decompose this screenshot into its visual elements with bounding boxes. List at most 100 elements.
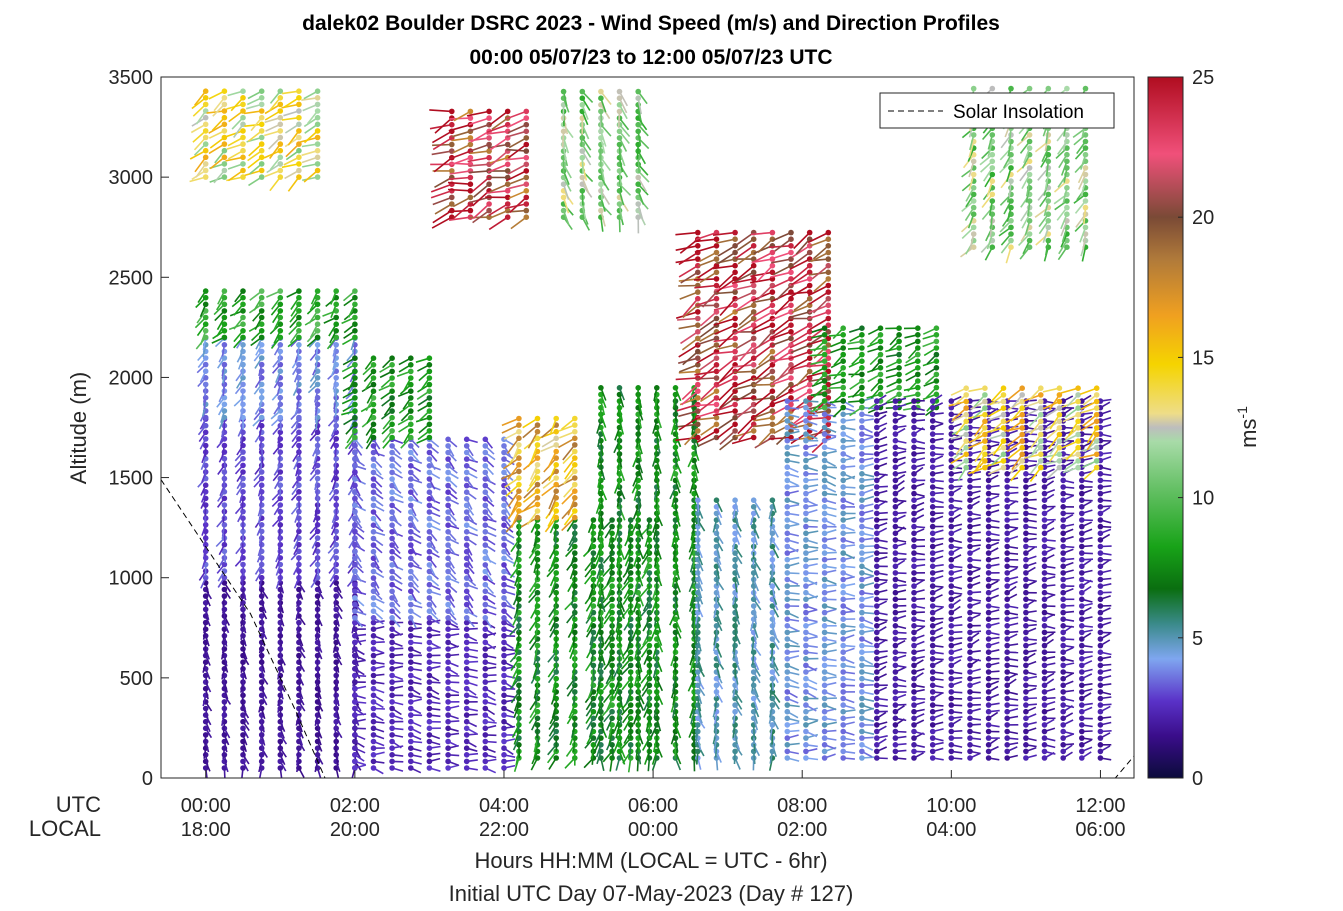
wind-barb-dot: [389, 646, 395, 652]
wind-barb-dot: [296, 114, 302, 121]
wind-barb-dot: [296, 414, 302, 421]
wind-barb: [202, 732, 209, 746]
wind-barb-dot: [609, 603, 615, 609]
wind-barb-dot: [426, 401, 433, 408]
wind-barb: [277, 758, 287, 772]
wind-barb-dot: [408, 401, 414, 408]
wind-barb-dot: [426, 619, 433, 626]
wind-barb-dot: [389, 765, 395, 771]
wind-barb-dot: [277, 475, 284, 482]
wind-barb: [333, 606, 343, 620]
wind-barb-dot: [221, 732, 228, 738]
wind-barb-dot: [352, 659, 358, 665]
wind-barb-dot: [408, 362, 414, 368]
wind-barb-dot: [408, 615, 414, 621]
wind-barb-dot: [523, 135, 530, 141]
wind-barb-dot: [296, 495, 302, 502]
wind-barb-dot: [370, 535, 377, 542]
wind-barb-dot: [445, 758, 451, 765]
wind-barb-dot: [221, 619, 228, 626]
wind-barb-dot: [221, 154, 228, 161]
wind-barb-dot: [221, 147, 228, 154]
wind-barb: [296, 679, 302, 693]
wind-barb-dot: [408, 679, 414, 685]
wind-barb: [258, 692, 268, 706]
wind-barb-dot: [408, 758, 414, 765]
wind-barb-dot: [426, 666, 433, 672]
wind-barb-dot: [352, 328, 358, 334]
wind-barb-dot: [314, 101, 321, 108]
wind-barb-dot: [463, 672, 470, 679]
wind-barb-dot: [202, 685, 209, 692]
wind-barb-dot: [482, 456, 489, 462]
wind-barb-dot: [352, 601, 358, 608]
wind-barb-dot: [370, 456, 377, 462]
wind-barb-dot: [202, 167, 209, 174]
wind-barb-dot: [482, 615, 489, 621]
wind-barb-dot: [486, 201, 492, 207]
wind-barb-dot: [501, 699, 507, 705]
wind-barb-dot: [408, 705, 414, 712]
wind-barb-dot: [258, 154, 265, 161]
wind-barb-dot: [277, 394, 284, 401]
wind-barb-dot: [314, 436, 321, 442]
wind-barb-dot: [408, 421, 414, 428]
wind-barb-dot: [463, 449, 470, 456]
wind-barb-dot: [296, 167, 302, 174]
wind-barb-dot: [370, 633, 377, 639]
wind-barb-dot: [482, 482, 489, 489]
wind-barb-dot: [258, 134, 265, 141]
wind-barb-dot: [445, 542, 451, 548]
wind-barb: [277, 752, 286, 766]
wind-barb-dot: [426, 381, 433, 388]
wind-barb-dot: [352, 575, 358, 581]
wind-barb-dot: [352, 482, 358, 489]
wind-barb-dot: [240, 167, 246, 174]
wind-barb-dot: [389, 375, 395, 381]
wind-barb-dot: [370, 738, 377, 745]
wind-barb-dot: [240, 462, 246, 469]
wind-barb-dot: [408, 575, 414, 581]
wind-barb-dot: [426, 758, 433, 765]
wind-barb-dot: [352, 509, 358, 515]
wind-barb-dot: [352, 581, 358, 588]
wind-barb-dot: [202, 593, 209, 599]
wind-barb-dot: [463, 436, 470, 443]
wind-barb-dot: [523, 128, 530, 135]
wind-barb-dot: [501, 542, 507, 548]
wind-barb-dot: [314, 619, 321, 626]
wind-barb: [240, 725, 249, 739]
wind-barb-dot: [572, 523, 578, 530]
wind-barb-dot: [445, 666, 451, 672]
wind-barb-dot: [389, 509, 395, 515]
wind-barb-dot: [277, 288, 284, 294]
wind-barb-dot: [426, 449, 433, 456]
wind-barb-dot: [314, 334, 321, 341]
wind-barb-dot: [352, 288, 358, 294]
wind-barb: [296, 666, 302, 680]
wind-barb-dot: [258, 328, 265, 334]
wind-barb-dot: [370, 529, 377, 535]
wind-barb-dot: [370, 652, 377, 659]
wind-barb-dot: [333, 555, 340, 561]
wind-barb-dot: [352, 725, 358, 732]
wind-barb-dot: [240, 469, 246, 475]
wind-barb-dot: [486, 154, 492, 161]
wind-barb-dot: [408, 568, 414, 575]
wind-barb: [221, 586, 231, 600]
wind-barb-dot: [221, 108, 228, 114]
wind-barb-dot: [482, 718, 489, 725]
wind-barb: [333, 593, 340, 608]
wind-barb-dot: [370, 639, 377, 646]
wind-barb-dot: [590, 708, 597, 715]
wind-barb-dot: [523, 214, 530, 220]
wind-barb-dot: [426, 489, 433, 496]
wind-barb-dot: [501, 718, 507, 725]
wind-barb-dot: [553, 589, 559, 596]
wind-barb-dot: [352, 401, 358, 408]
wind-barb-dot: [352, 469, 358, 476]
wind-barb-dot: [389, 712, 395, 718]
wind-barb-dot: [426, 443, 433, 449]
wind-barb-dot: [609, 642, 615, 649]
wind-barb-dot: [445, 725, 451, 732]
